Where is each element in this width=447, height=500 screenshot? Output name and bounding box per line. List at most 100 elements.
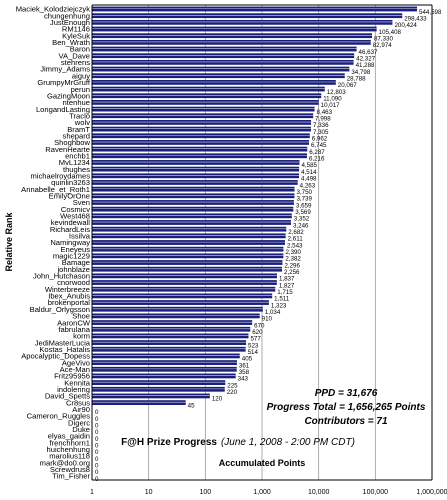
value-label: 1,837 [279,276,295,283]
y-axis-title: Relative Rank [4,211,14,271]
category-label: VA_Dave [58,51,90,60]
category-label: fabrulana [58,325,90,334]
category-label: huichenhung [47,445,91,454]
category-label: John_Hutchason [33,272,90,281]
category-label: Cr8sus [66,398,90,407]
value-label: 2,543 [287,242,303,249]
value-label: 620 [252,329,263,336]
value-labels: 544,598298,433200,424105,40887,33082,974… [95,9,442,483]
x-axis-tick-labels: 1 10 100 1,000 10,000 100,000 1,000,000 [90,489,447,496]
bar [92,240,285,245]
bar [92,53,355,59]
bar [92,19,393,25]
bar [92,260,283,265]
bar [92,79,336,85]
bar [92,333,249,339]
bar [92,366,237,372]
value-label: 87,330 [374,35,393,42]
category-label: West468 [60,212,90,221]
value-label: 7,305 [313,129,329,136]
category-label: Kennita [64,378,91,387]
value-label: 34,798 [351,69,370,76]
bar [92,220,291,225]
value-label: 6,287 [309,149,325,156]
category-label: Ace-Man [60,365,90,374]
chart-title: F@H Prize Progress [121,437,217,448]
bar [92,86,325,92]
x-tick-label: 1 [90,489,94,496]
x-tick-label: 10 [145,489,153,496]
value-label: 1,323 [271,302,287,309]
value-label: 2,296 [284,262,300,269]
value-label: 7,998 [315,116,331,123]
category-label: Annabelle_et_Roth1 [21,185,90,194]
value-label: 2,390 [285,249,301,256]
value-label: 46,637 [359,49,378,56]
bar [92,153,307,159]
value-label: 2,611 [288,236,304,243]
category-label: Cosmicv [61,205,90,214]
value-label: 358 [239,369,250,376]
value-label: 405 [242,356,253,363]
category-label: Digerc [68,418,90,427]
chart-title-line: F@H Prize Progress (June 1, 2008 - 2:00 P… [121,437,355,448]
progress-total-annotation: Progress Total = 1,656,265 Points [267,402,426,413]
x-axis-title: Accumulated Points [219,458,306,468]
bar [92,6,418,12]
value-label: 0 [95,462,99,469]
category-label: LongandLasting [36,105,90,114]
category-labels: Maciek_KolodziejczykchungenhungJustEnoug… [16,5,91,481]
bar [92,166,300,172]
bar [92,346,246,352]
category-label: johnblaze [56,265,90,274]
category-label: Traclo [69,111,90,120]
value-label: 3,659 [296,202,312,209]
category-label: cnorwood [57,278,90,287]
bar [92,380,226,386]
bar [92,180,298,185]
value-label: 4,585 [301,162,317,169]
category-label: Jimmy_Adams [40,65,90,74]
bar [92,113,314,119]
category-label: elyas_gaidin [48,432,90,441]
value-label: 2,382 [285,256,301,263]
category-label: BramT [67,125,90,134]
bar [92,340,247,345]
bar [92,320,253,325]
category-label: Ben_Wrath [52,38,90,47]
value-label: 6,216 [309,156,325,163]
x-tick-label: 1,000 [253,489,271,496]
value-label: 120 [212,396,223,403]
value-label: 42,327 [356,56,375,63]
category-label: Shoe [72,312,90,321]
bar [92,46,357,52]
value-label: 0 [95,429,99,436]
value-label: 12,803 [327,89,346,96]
bar [92,286,276,292]
bar [92,39,371,45]
value-label: 6,962 [312,136,328,143]
category-label: korm [73,332,90,341]
value-label: 910 [262,316,273,323]
bar [92,106,315,112]
value-label: 0 [95,436,99,443]
value-label: 45 [188,402,195,409]
value-label: 3,750 [297,189,313,196]
bar [92,400,186,406]
category-label: aiguy [72,71,90,80]
category-label: Sven [73,198,90,207]
value-label: 343 [238,376,249,383]
x-tick-label: 10,000 [308,489,330,496]
category-label: Bamage [62,258,90,267]
bar [92,386,225,392]
category-label: kevindewall [51,218,91,227]
category-label: frenchhorn1 [49,438,90,447]
bar [92,120,312,125]
category-label: brokenportal [48,298,91,307]
category-label: perun [71,85,90,94]
category-label: marolius118 [49,452,90,461]
value-label: 10,017 [321,102,340,109]
value-label: 3,739 [296,196,312,203]
value-label: 11,090 [323,96,342,103]
value-label: 523 [248,342,259,349]
